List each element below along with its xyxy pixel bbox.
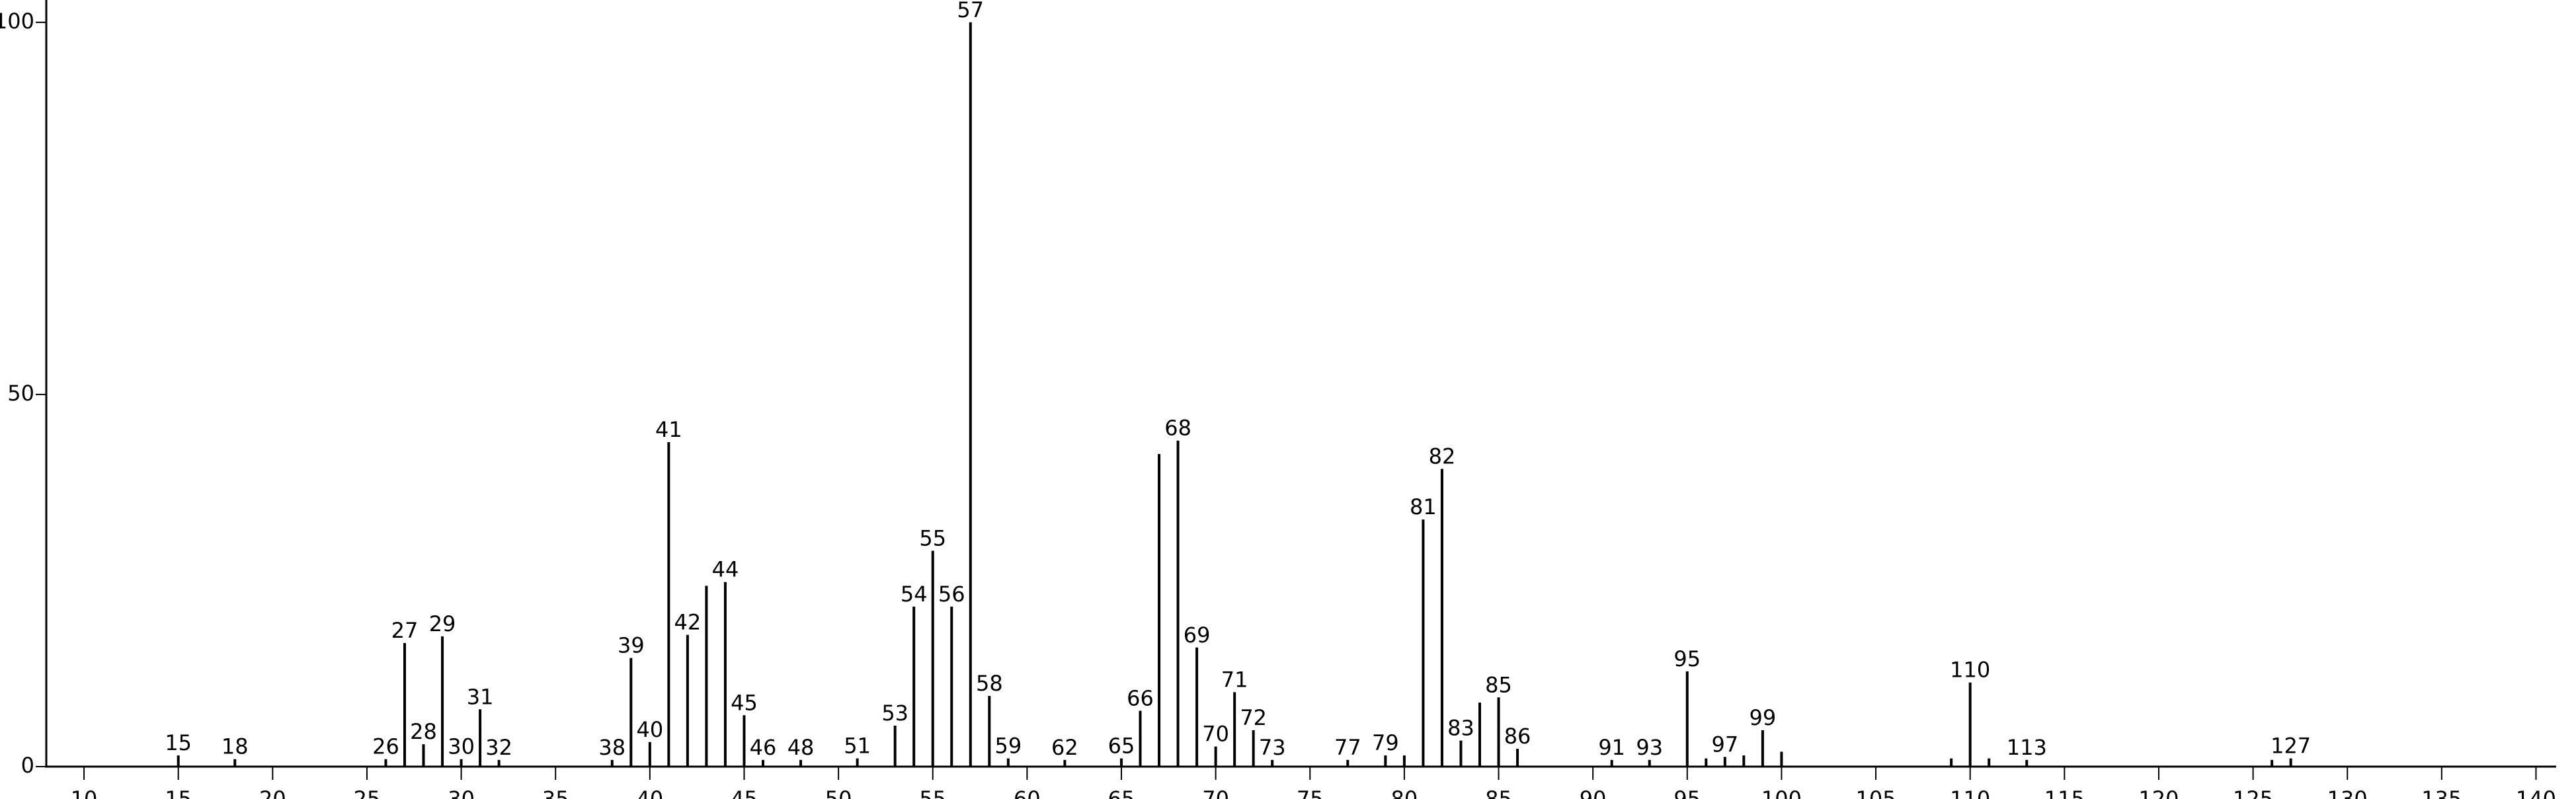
peak-label: 110 xyxy=(1950,658,1990,683)
peak-label: 29 xyxy=(429,611,456,636)
peak-label: 58 xyxy=(976,671,1003,696)
peak-label: 15 xyxy=(165,730,192,755)
x-tick-label: 45 xyxy=(731,786,758,799)
peak-label: 86 xyxy=(1504,724,1531,749)
peak-label: 83 xyxy=(1447,716,1474,741)
x-tick-label: 30 xyxy=(448,786,475,799)
x-tick-label: 135 xyxy=(2421,786,2462,799)
x-tick-label: 125 xyxy=(2233,786,2273,799)
peak-label: 42 xyxy=(674,610,702,635)
peak-label: 30 xyxy=(448,734,475,759)
peak-label: 69 xyxy=(1184,623,1211,648)
peak-label: 40 xyxy=(636,717,663,742)
y-tick-label: 100 xyxy=(0,9,34,34)
peak-label: 79 xyxy=(1372,730,1399,755)
peak-label: 46 xyxy=(750,735,777,760)
peak-label: 45 xyxy=(731,690,758,715)
peak-label: 95 xyxy=(1673,646,1701,671)
x-tick-label: 20 xyxy=(259,786,286,799)
x-tick-label: 15 xyxy=(165,786,192,799)
x-tick-label: 55 xyxy=(919,786,946,799)
peak-label: 59 xyxy=(994,734,1022,759)
x-tick-label: 95 xyxy=(1673,786,1701,799)
x-tick-label: 25 xyxy=(354,786,381,799)
peak-label: 28 xyxy=(410,719,437,744)
peak-label: 127 xyxy=(2271,734,2311,759)
peak-label: 41 xyxy=(655,417,682,442)
x-tick-label: 115 xyxy=(2044,786,2085,799)
peak-label: 66 xyxy=(1127,686,1154,711)
peak-label: 99 xyxy=(1750,705,1777,730)
peak-label: 57 xyxy=(957,0,984,22)
x-tick-label: 60 xyxy=(1014,786,1041,799)
x-tick-label: 85 xyxy=(1485,786,1512,799)
peak-label: 55 xyxy=(919,525,946,551)
peak-label: 26 xyxy=(372,734,399,759)
peak-label: 32 xyxy=(485,735,512,760)
x-tick-label: 75 xyxy=(1297,786,1324,799)
peak-label: 97 xyxy=(1711,732,1738,757)
x-tick-label: 100 xyxy=(1761,786,1802,799)
peak-label: 72 xyxy=(1240,705,1267,730)
peak-label: 54 xyxy=(901,582,928,607)
peak-label: 18 xyxy=(221,734,249,759)
x-tick-label: 70 xyxy=(1202,786,1229,799)
x-tick-label: 10 xyxy=(71,786,98,799)
peak-label: 113 xyxy=(2007,735,2047,760)
x-tick-label: 130 xyxy=(2327,786,2368,799)
peak-label: 51 xyxy=(844,734,871,759)
x-tick-label: 120 xyxy=(2138,786,2179,799)
peak-label: 93 xyxy=(1636,735,1663,760)
peak-label: 85 xyxy=(1485,672,1512,697)
x-tick-label: 50 xyxy=(825,786,852,799)
x-tick-label: 65 xyxy=(1108,786,1135,799)
x-tick-label: 90 xyxy=(1580,786,1607,799)
x-tick-label: 80 xyxy=(1391,786,1418,799)
peak-label: 65 xyxy=(1108,734,1135,759)
x-tick-label: 105 xyxy=(1856,786,1896,799)
x-tick-label: 110 xyxy=(1950,786,1990,799)
peak-label: 27 xyxy=(391,618,419,643)
peak-label: 73 xyxy=(1259,735,1286,760)
peak-label: 71 xyxy=(1221,667,1248,692)
peak-label: 39 xyxy=(618,633,645,658)
peak-label: 68 xyxy=(1164,416,1191,441)
x-tick-label: 35 xyxy=(542,786,569,799)
peak-label: 70 xyxy=(1202,722,1229,747)
peak-label: 77 xyxy=(1334,735,1361,760)
peak-label: 62 xyxy=(1051,735,1078,760)
peak-label: 38 xyxy=(598,735,625,760)
peak-label: 56 xyxy=(938,582,965,607)
peak-label: 91 xyxy=(1598,735,1625,760)
x-tick-label: 140 xyxy=(2516,786,2556,799)
y-tick-label: 0 xyxy=(21,753,34,778)
x-tick-label: 40 xyxy=(636,786,663,799)
y-tick-label: 50 xyxy=(7,381,34,406)
peak-label: 81 xyxy=(1410,494,1437,519)
peak-label: 82 xyxy=(1429,444,1456,469)
peak-label: 48 xyxy=(787,735,815,760)
peak-label: 31 xyxy=(467,684,494,709)
peak-label: 44 xyxy=(712,557,739,582)
peak-label: 53 xyxy=(881,701,908,726)
